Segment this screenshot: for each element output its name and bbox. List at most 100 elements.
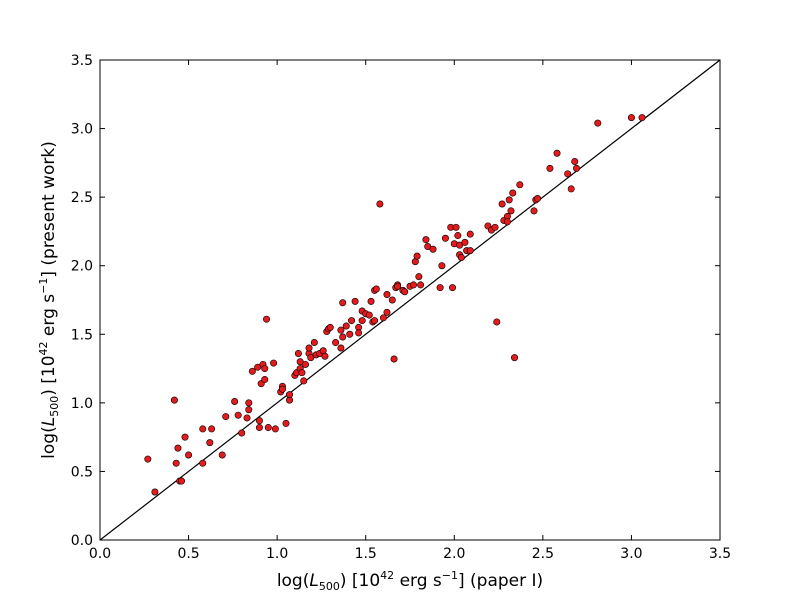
data-point xyxy=(310,339,318,347)
data-point xyxy=(454,232,462,240)
data-point xyxy=(358,317,366,325)
data-point xyxy=(222,413,230,421)
data-point xyxy=(413,252,421,260)
data-point xyxy=(449,284,457,292)
data-point xyxy=(511,354,519,362)
data-point xyxy=(300,377,308,385)
data-point xyxy=(351,297,359,305)
data-point xyxy=(553,149,561,157)
data-point xyxy=(401,288,409,296)
y-tick-label: 1.0 xyxy=(71,396,93,412)
data-point xyxy=(505,196,513,204)
x-tick-label: 0.0 xyxy=(89,546,111,562)
y-axis-label: log(L500) [1042 erg s−1] (present work) xyxy=(37,141,61,459)
data-point xyxy=(286,391,294,399)
data-point xyxy=(457,253,465,261)
data-point xyxy=(466,247,474,255)
data-point xyxy=(248,367,256,375)
data-point xyxy=(429,245,437,253)
data-point xyxy=(410,281,418,289)
data-point xyxy=(390,355,398,363)
data-point xyxy=(263,315,271,323)
data-point xyxy=(278,385,286,393)
data-points-layer xyxy=(144,114,646,496)
data-point xyxy=(243,414,251,422)
y-tick-label: 0.5 xyxy=(71,464,93,480)
data-point xyxy=(339,333,347,341)
y-tick-label: 1.5 xyxy=(71,327,93,343)
data-point xyxy=(321,352,329,360)
data-point xyxy=(206,439,214,447)
ticks-layer: 0.0 0.5 1.0 1.5 2.0 2.5 3.0 3.5 0.0 0.5 1.0 1.5 2.0 2… xyxy=(71,53,731,562)
data-point xyxy=(218,451,226,459)
data-point xyxy=(301,360,309,368)
data-point xyxy=(348,317,356,325)
data-point xyxy=(530,207,538,215)
data-point xyxy=(372,285,380,293)
reference-line xyxy=(99,59,721,541)
data-point xyxy=(144,455,152,463)
data-point xyxy=(534,195,542,203)
data-point xyxy=(261,365,269,373)
data-point xyxy=(339,299,347,307)
x-tick-label: 1.5 xyxy=(355,546,377,562)
x-axis-label: log(L500) [1042 erg s−1] (paper I) xyxy=(277,569,543,593)
data-point xyxy=(172,459,180,467)
data-point xyxy=(415,273,423,281)
data-point xyxy=(422,236,430,244)
data-point xyxy=(567,185,575,193)
x-tick-label: 0.5 xyxy=(177,546,199,562)
y-tick-label: 2.5 xyxy=(71,190,93,206)
data-point xyxy=(199,459,207,467)
data-point xyxy=(383,308,391,316)
data-point xyxy=(509,189,517,197)
x-tick-label: 2.5 xyxy=(532,546,554,562)
x-tick-label: 3.0 xyxy=(620,546,642,562)
data-point xyxy=(594,119,602,127)
data-point xyxy=(199,425,207,433)
data-point xyxy=(573,164,581,172)
data-point xyxy=(151,488,159,496)
x-tick-label: 3.5 xyxy=(709,546,731,562)
data-point xyxy=(294,349,302,357)
y-tick-label: 3.0 xyxy=(71,122,93,138)
data-point xyxy=(491,223,499,231)
data-point xyxy=(185,451,193,459)
data-point xyxy=(436,284,444,292)
data-point xyxy=(305,344,313,352)
data-point xyxy=(234,411,242,419)
data-point xyxy=(346,330,354,338)
reference-line-layer xyxy=(99,59,721,541)
data-point xyxy=(367,297,375,305)
data-point xyxy=(365,311,373,319)
data-point xyxy=(564,170,572,178)
data-point xyxy=(261,376,269,384)
data-point xyxy=(546,164,554,172)
data-point xyxy=(441,234,449,242)
data-point xyxy=(255,424,263,432)
data-point xyxy=(394,282,402,290)
data-point xyxy=(627,114,635,122)
data-point xyxy=(255,417,263,425)
data-point xyxy=(355,329,363,337)
data-point xyxy=(493,318,501,326)
data-point xyxy=(298,369,306,377)
data-point xyxy=(383,291,391,299)
data-point xyxy=(271,425,279,433)
data-point xyxy=(231,397,239,405)
data-point xyxy=(638,114,646,122)
data-point xyxy=(452,223,460,231)
y-tick-label: 3.5 xyxy=(71,53,93,69)
data-point xyxy=(388,296,396,304)
data-point xyxy=(270,359,278,367)
data-point xyxy=(461,238,469,246)
data-point xyxy=(507,207,515,215)
data-point xyxy=(337,344,345,352)
plot-frame xyxy=(99,59,721,541)
data-point xyxy=(371,317,379,325)
data-point xyxy=(571,157,579,165)
y-tick-label: 0.0 xyxy=(71,533,93,549)
data-point xyxy=(342,322,350,330)
data-point xyxy=(174,444,182,452)
data-point xyxy=(326,323,334,331)
